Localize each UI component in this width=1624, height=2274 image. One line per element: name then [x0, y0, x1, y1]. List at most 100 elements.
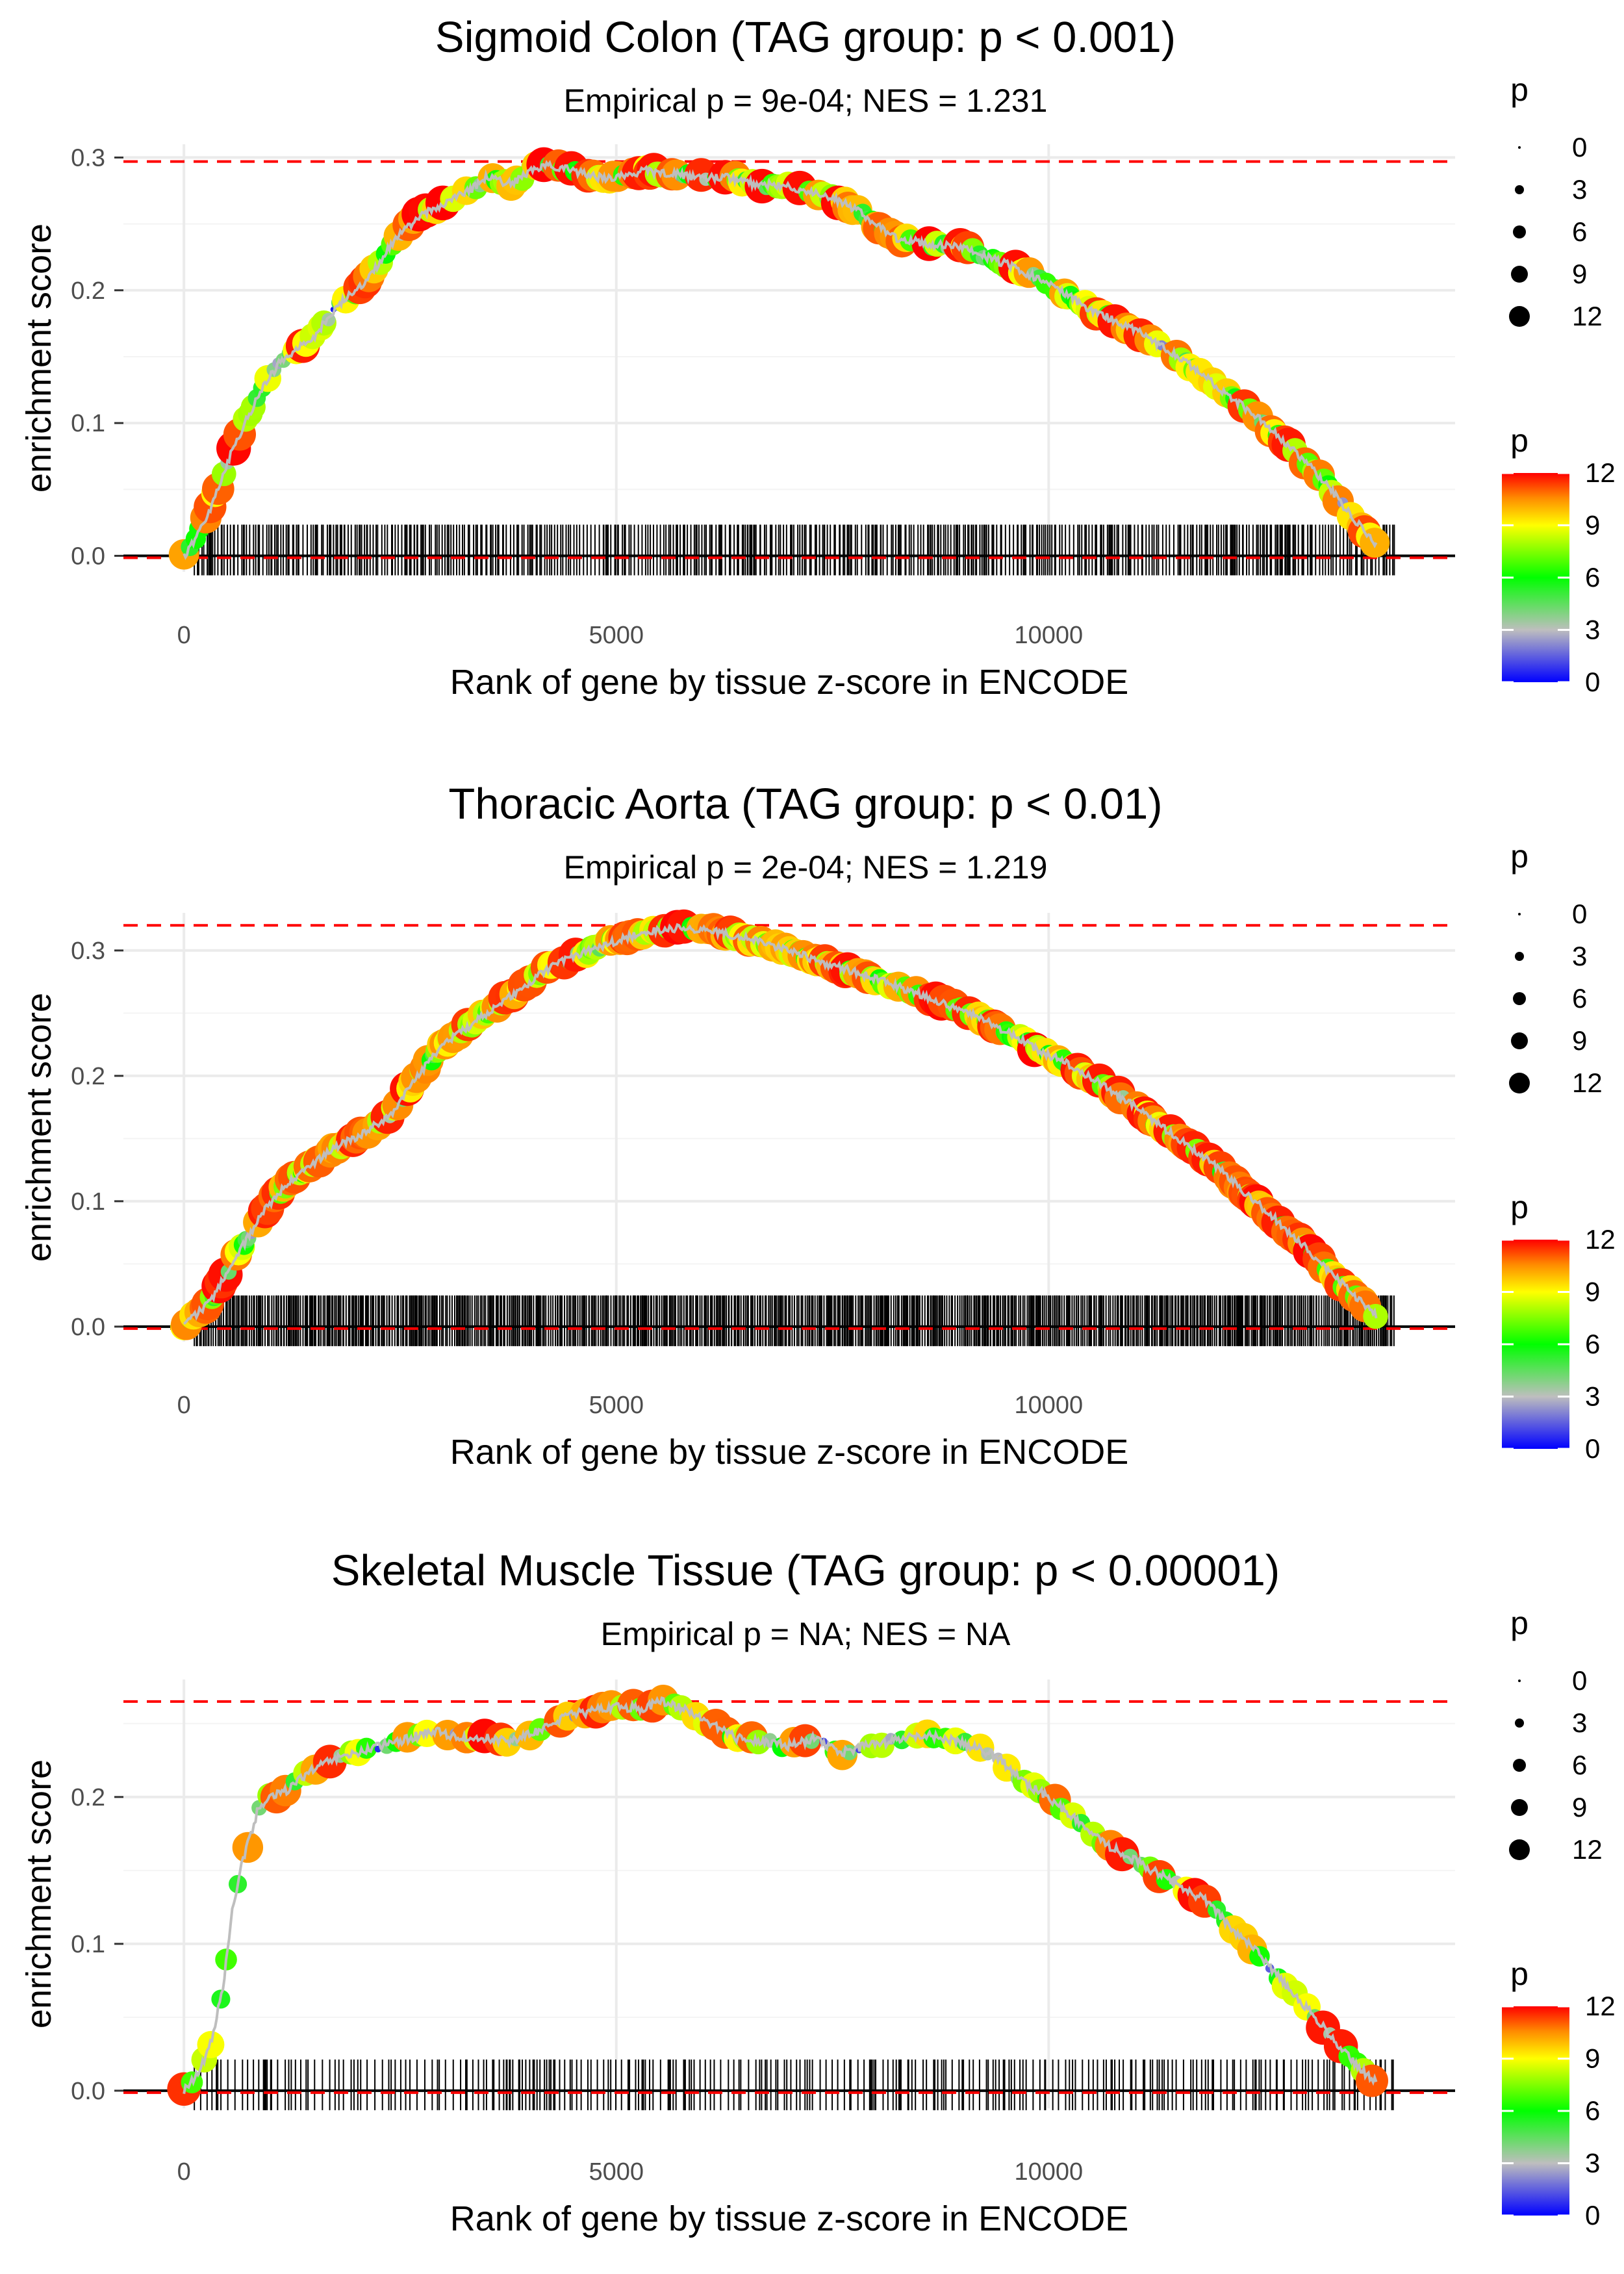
- x-axis-title: Rank of gene by tissue z-score in ENCODE: [450, 663, 1128, 702]
- color-legend-label: 0: [1585, 667, 1600, 697]
- size-legend-key: [1513, 225, 1526, 238]
- color-legend-label: 9: [1585, 510, 1600, 541]
- panel-1: Sigmoid Colon (TAG group: p < 0.001) Empi…: [19, 13, 1616, 702]
- y-tick-label: 0.3: [71, 938, 105, 965]
- size-legend-key: [1509, 1073, 1530, 1093]
- y-tick-label: 0.2: [71, 277, 105, 305]
- chart-title: Sigmoid Colon (TAG group: p < 0.001): [435, 13, 1176, 62]
- size-legend-label: 9: [1572, 1025, 1587, 1056]
- color-legend-title: p: [1510, 1956, 1529, 1992]
- enrichment-point: [232, 1832, 264, 1863]
- color-legend: p 12 9 6 3 0: [1502, 1189, 1616, 1464]
- x-tick-label: 10000: [1015, 2158, 1084, 2186]
- size-legend-label: 6: [1572, 216, 1587, 247]
- x-tick-label: 0: [177, 622, 191, 649]
- x-tick-label: 0: [177, 2158, 191, 2186]
- color-legend-title: p: [1510, 422, 1529, 459]
- chart-subtitle: Empirical p = NA; NES = NA: [601, 1616, 1011, 1652]
- chart-title: Thoracic Aorta (TAG group: p < 0.01): [448, 780, 1162, 828]
- y-tick-label: 0.1: [71, 1188, 105, 1216]
- y-tick-label: 0.1: [71, 1931, 105, 1958]
- size-legend-label: 3: [1572, 941, 1587, 971]
- size-legend-key: [1513, 992, 1526, 1005]
- size-legend-label: 12: [1572, 1834, 1603, 1865]
- panel-2: Thoracic Aorta (TAG group: p < 0.01) Empi…: [19, 780, 1616, 1472]
- color-legend-title: p: [1510, 1189, 1529, 1225]
- x-axis-title: Rank of gene by tissue z-score in ENCODE: [450, 2199, 1128, 2238]
- size-legend-key: [1513, 1759, 1526, 1772]
- color-legend-label: 9: [1585, 1277, 1600, 1307]
- color-legend-label: 3: [1585, 615, 1600, 645]
- size-legend: p 0 3 6 9 12: [1509, 71, 1603, 331]
- size-legend-label: 6: [1572, 1750, 1587, 1780]
- gridlines: [123, 144, 1455, 572]
- gene-rug: [194, 524, 1395, 576]
- gridlines: [123, 913, 1455, 1342]
- size-legend-label: 9: [1572, 259, 1587, 289]
- size-legend-key: [1515, 1718, 1524, 1728]
- enrichment-point: [1122, 1848, 1138, 1865]
- y-axis-title: enrichment score: [19, 1759, 58, 2028]
- size-legend-label: 9: [1572, 1792, 1587, 1822]
- size-legend: p 0 3 6 9 12: [1509, 1605, 1603, 1865]
- color-legend-label: 0: [1585, 1433, 1600, 1464]
- y-tick-label: 0.0: [71, 543, 105, 570]
- color-legend-label: 6: [1585, 562, 1600, 593]
- size-legend-title: p: [1510, 1605, 1529, 1641]
- size-legend-key: [1511, 1799, 1528, 1816]
- size-legend-key: [1515, 952, 1524, 961]
- size-legend-label: 6: [1572, 983, 1587, 1014]
- size-legend-key: [1518, 913, 1521, 915]
- enrichment-line: [183, 923, 1378, 1325]
- enrichment-line: [183, 1696, 1378, 2094]
- y-tick-label: 0.0: [71, 2078, 105, 2105]
- size-legend-title: p: [1510, 838, 1529, 875]
- color-legend-label: 3: [1585, 2148, 1600, 2178]
- color-legend-label: 9: [1585, 2043, 1600, 2074]
- size-legend-label: 3: [1572, 174, 1587, 205]
- size-legend-key: [1518, 1680, 1521, 1682]
- size-legend-label: 12: [1572, 1067, 1603, 1098]
- x-tick-label: 5000: [589, 622, 644, 649]
- x-tick-label: 5000: [589, 1392, 644, 1419]
- size-legend-key: [1515, 185, 1524, 194]
- x-tick-label: 10000: [1015, 1392, 1084, 1419]
- x-tick-label: 0: [177, 1392, 191, 1419]
- enrichment-line: [183, 160, 1378, 561]
- size-legend-key: [1511, 266, 1528, 283]
- size-legend-key: [1509, 306, 1530, 327]
- enrichment-points: [168, 147, 1390, 570]
- chart-subtitle: Empirical p = 2e-04; NES = 1.219: [564, 849, 1048, 886]
- size-legend-label: 0: [1572, 899, 1587, 929]
- color-legend-label: 6: [1585, 2095, 1600, 2126]
- size-legend-key: [1511, 1032, 1528, 1049]
- color-legend-label: 12: [1585, 1991, 1616, 2021]
- color-legend: p 12 9 6 3 0: [1502, 422, 1616, 697]
- size-legend-label: 12: [1572, 301, 1603, 331]
- size-legend-label: 0: [1572, 132, 1587, 162]
- color-legend-label: 0: [1585, 2200, 1600, 2230]
- y-tick-label: 0.2: [71, 1784, 105, 1811]
- x-axis-title: Rank of gene by tissue z-score in ENCODE: [450, 1433, 1128, 1472]
- gene-rug: [194, 1295, 1395, 1346]
- size-legend-label: 3: [1572, 1707, 1587, 1738]
- color-legend-label: 12: [1585, 1224, 1616, 1255]
- size-legend-label: 0: [1572, 1665, 1587, 1696]
- y-tick-label: 0.3: [71, 144, 105, 172]
- chart-subtitle: Empirical p = 9e-04; NES = 1.231: [564, 83, 1048, 119]
- y-tick-label: 0.2: [71, 1063, 105, 1090]
- gene-rug: [194, 2059, 1394, 2110]
- color-legend-label: 6: [1585, 1329, 1600, 1359]
- x-tick-label: 10000: [1015, 622, 1084, 649]
- size-legend-title: p: [1510, 71, 1529, 108]
- color-legend: p 12 9 6 3 0: [1502, 1956, 1616, 2230]
- color-legend-label: 3: [1585, 1381, 1600, 1412]
- y-axis-title: enrichment score: [19, 224, 58, 492]
- size-legend: p 0 3 6 9 12: [1509, 838, 1603, 1098]
- enrichment-points: [170, 909, 1388, 1340]
- x-tick-label: 5000: [589, 2158, 644, 2186]
- size-legend-key: [1509, 1839, 1530, 1860]
- y-tick-label: 0.0: [71, 1314, 105, 1341]
- chart-title: Skeletal Muscle Tissue (TAG group: p < 0…: [331, 1546, 1280, 1595]
